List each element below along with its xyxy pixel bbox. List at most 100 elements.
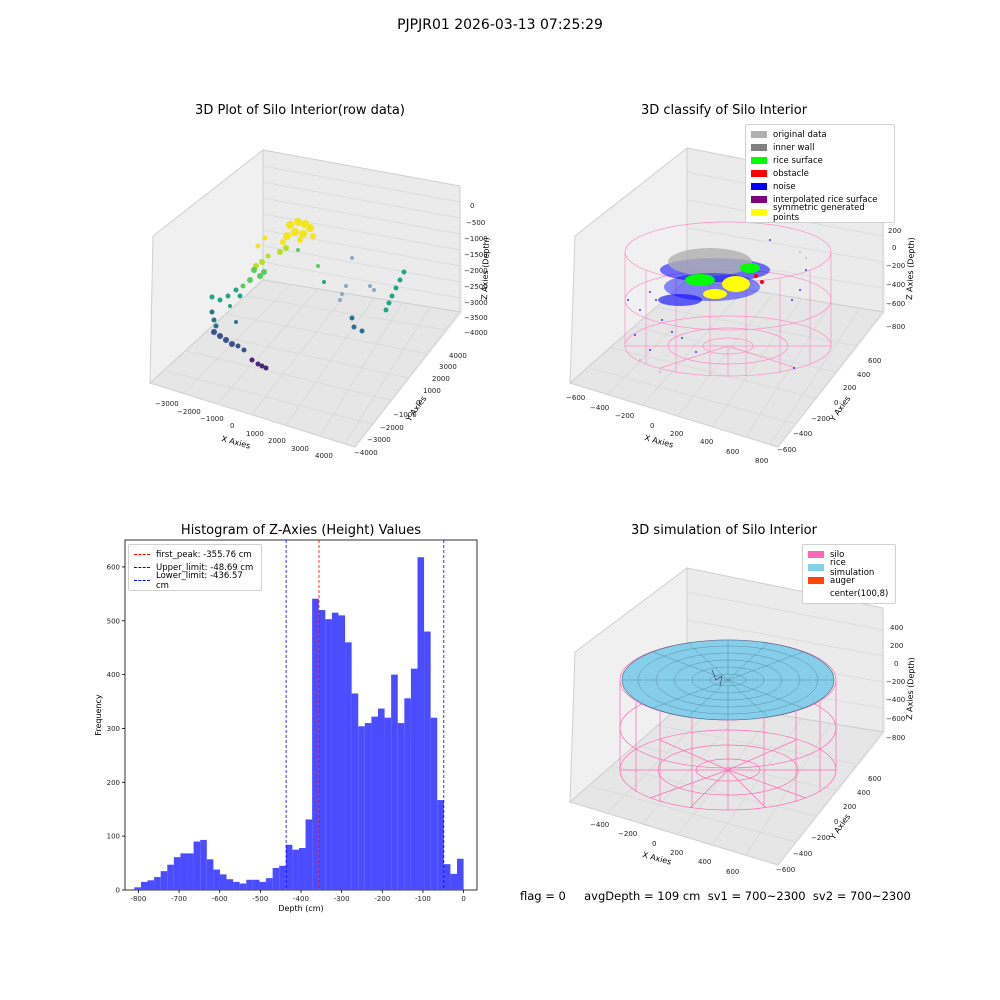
histogram-bar (140, 881, 148, 890)
histogram-bar (187, 853, 194, 890)
histogram-bar (160, 871, 168, 890)
svg-text:400: 400 (698, 858, 711, 866)
svg-text:−400: −400 (793, 430, 812, 438)
histogram-bar (193, 841, 201, 890)
svg-text:−1000: −1000 (200, 415, 224, 423)
histogram-bar (147, 880, 155, 890)
legend-item-noise: noise (751, 180, 889, 193)
svg-text:−2000: −2000 (177, 408, 201, 416)
histogram-bar (266, 878, 273, 890)
histogram-bar (364, 723, 372, 890)
status-line: flag = 0 avgDepth = 109 cm sv1 = 700~230… (520, 889, 911, 903)
histogram-y-tick-label: 100 (107, 833, 120, 841)
legend-item-first-peak: first_peak: -355.76 cm (134, 548, 256, 561)
histogram-bar (206, 859, 214, 890)
legend-item-silo: silo (808, 548, 890, 561)
histogram-bar (397, 723, 405, 890)
histogram-bar (272, 867, 280, 890)
histogram-y-tick-label: 200 (107, 779, 120, 787)
svg-text:−200: −200 (615, 412, 634, 420)
svg-text:−400: −400 (590, 404, 609, 412)
histogram-bar (391, 674, 398, 890)
svg-text:400: 400 (857, 371, 870, 379)
svg-text:0: 0 (416, 399, 420, 407)
histogram-bar (154, 877, 161, 890)
histogram-y-tick-label: 0 (116, 887, 120, 895)
figure-title: PJPJR01 2026-03-13 07:25:29 (397, 17, 603, 33)
svg-text:−600: −600 (777, 446, 796, 454)
histogram-bar (371, 716, 378, 890)
svg-text:−2000: −2000 (380, 424, 404, 432)
svg-text:−4000: −4000 (354, 449, 378, 457)
histogram-x-tick-label: -300 (334, 895, 350, 903)
histogram-x-label: Depth (cm) (278, 904, 323, 913)
svg-text:−800: −800 (886, 323, 905, 331)
raw-3d-x-ticks: −3000 −2000 −1000 0 1000 2000 3000 4000 (155, 400, 333, 460)
svg-text:200: 200 (843, 803, 856, 811)
legend-item-upper-limit: Upper_limit: -48.69 cm (134, 561, 256, 574)
histogram-chart: -800 -700 -600 -500 -400 -300 -200 -100 0 0 100 20… (94, 539, 478, 913)
classify-z-label: Z Axies (Depth) (905, 237, 916, 300)
histogram-bar (219, 874, 227, 890)
svg-text:−3000: −3000 (155, 400, 179, 408)
simulation-legend: silo rice simulation auger center(100,8) (802, 544, 896, 604)
svg-text:0: 0 (894, 660, 898, 668)
histogram-bar (134, 887, 141, 890)
svg-text:−600: −600 (776, 866, 795, 874)
histogram-y-tick-label: 600 (107, 563, 120, 571)
histogram-bar (239, 883, 247, 890)
simulation-silo-wireframe (619, 639, 837, 811)
svg-text:−200: −200 (811, 834, 830, 842)
histogram-bar (213, 869, 220, 890)
svg-text:−1500: −1500 (464, 251, 488, 259)
svg-text:600: 600 (868, 775, 881, 783)
legend-item-inner-wall: inner wall (751, 141, 889, 154)
histogram-bar (345, 642, 352, 890)
simulation-x-label: X Axies (641, 850, 672, 866)
histogram-bar (200, 839, 207, 890)
svg-text:−1000: −1000 (464, 235, 488, 243)
histogram-x-tick-label: 0 (461, 895, 465, 903)
histogram-x-tick-label: -100 (415, 895, 431, 903)
histogram-x-tick-label: -800 (130, 895, 146, 903)
classify-x-ticks: −600 −400 −200 0 200 400 600 800 (566, 394, 768, 465)
legend-item-rice-surface: rice surface (751, 154, 889, 167)
svg-text:0: 0 (834, 818, 838, 826)
histogram-bar (424, 631, 431, 890)
histogram-bar (246, 879, 253, 890)
simulation-z-ticks: 400 200 0 −200 −400 −600 −800 (886, 624, 905, 742)
svg-text:−500: −500 (466, 219, 485, 227)
histogram-bar (325, 619, 332, 890)
svg-text:4000: 4000 (449, 352, 467, 360)
raw-3d-z-label: Z Axies (Depth) (480, 237, 491, 300)
histogram-bar (430, 717, 438, 890)
histogram-bar (410, 668, 418, 890)
legend-item-rice-simulation: rice simulation (808, 558, 890, 578)
legend-item-symmetric-generated-points: symmetric generated points (751, 203, 889, 223)
histogram-bar (338, 615, 346, 890)
svg-text:1000: 1000 (423, 387, 441, 395)
raw-plot-title: 3D Plot of Silo Interior(row data) (195, 103, 405, 118)
histogram-bar (384, 717, 392, 890)
simulation-x-ticks: −400 −200 0 200 400 600 (590, 821, 739, 876)
histogram-bar (226, 879, 234, 890)
svg-text:−200: −200 (618, 830, 637, 838)
svg-text:200: 200 (670, 430, 683, 438)
svg-text:−600: −600 (886, 300, 905, 308)
legend-item-center: center(100,8) (830, 588, 889, 599)
classify-y-ticks: −600 −400 −200 0 200 400 600 (777, 357, 881, 454)
raw-3d-points (209, 218, 407, 371)
histogram-bar (417, 557, 425, 890)
simulation-z-label: Z Axies (Depth) (905, 657, 916, 720)
svg-text:−200: −200 (811, 415, 830, 423)
histogram-bar (233, 881, 240, 890)
histogram-bar (351, 693, 359, 890)
simulation-plot-title: 3D simulation of Silo Interior (631, 523, 817, 538)
svg-text:−200: −200 (886, 678, 905, 686)
svg-text:−200: −200 (886, 262, 905, 270)
svg-text:−400: −400 (886, 281, 905, 289)
histogram-bar (298, 848, 306, 890)
svg-text:−3500: −3500 (464, 314, 488, 322)
svg-text:400: 400 (890, 624, 903, 632)
svg-text:800: 800 (755, 457, 768, 465)
